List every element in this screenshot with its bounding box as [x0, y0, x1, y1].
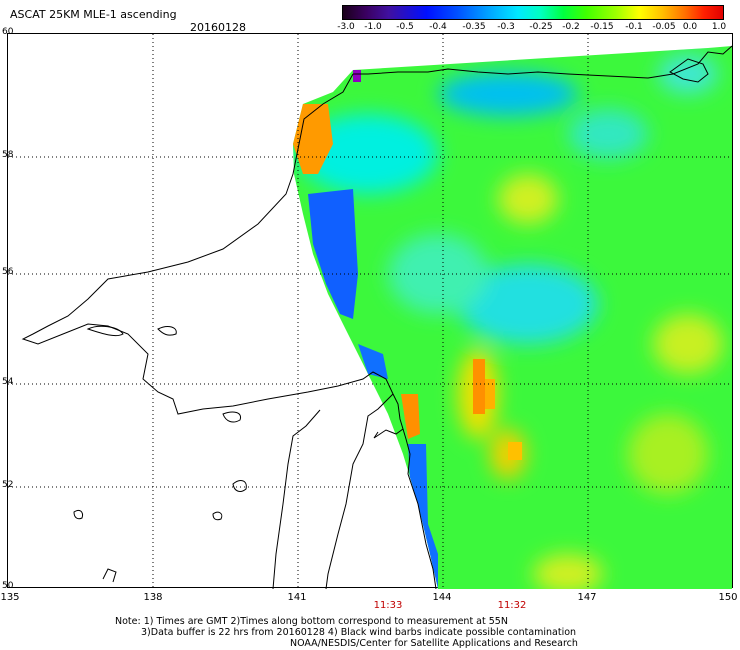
- swath-texture: [298, 54, 723, 589]
- yellow-patch: [533, 554, 603, 589]
- map-date: 20160128: [190, 21, 246, 34]
- cb-label-7: -0.2: [562, 22, 580, 32]
- map-svg: [8, 34, 734, 590]
- lon-label-147: 147: [577, 592, 597, 603]
- lat-label-50: 50: [2, 581, 14, 591]
- yellow-patch: [628, 414, 708, 494]
- map-title: ASCAT 25KM MLE-1 ascending: [10, 8, 177, 21]
- cyan-patch: [388, 234, 488, 314]
- map-panel: [7, 33, 734, 590]
- lon-label-144: 144: [432, 592, 452, 603]
- lat-label-60: 60: [2, 27, 14, 37]
- cb-label-1: -1.0: [364, 22, 382, 32]
- north-coast: [353, 45, 733, 79]
- orange-patch: [473, 359, 485, 414]
- coastline: [21, 45, 733, 590]
- west-coast: [21, 73, 437, 590]
- sakhalin-west-coast: [325, 393, 394, 590]
- cb-label-8: -0.15: [590, 22, 614, 32]
- cb-label-5: -0.3: [497, 22, 515, 32]
- island: [86, 325, 124, 337]
- cyan-patch: [438, 72, 578, 116]
- blue-coastal-patch: [358, 344, 388, 379]
- lon-label-138: 138: [143, 592, 163, 603]
- island: [102, 568, 117, 583]
- yellow-patch: [653, 314, 723, 374]
- cb-label-10: -0.05: [652, 22, 676, 32]
- pass-time: 11:33: [373, 600, 403, 611]
- tatar-strait-coast: [272, 409, 321, 590]
- cb-label-0: -3.0: [337, 22, 355, 32]
- cyan-patch: [298, 114, 438, 194]
- lon-label-141: 141: [287, 592, 307, 603]
- cyan-patch: [458, 264, 598, 344]
- color-scale-bar: [342, 5, 724, 20]
- island: [222, 411, 242, 423]
- lat-label-58: 58: [2, 150, 14, 160]
- orange-coastal-patch: [401, 394, 420, 439]
- island: [73, 509, 83, 520]
- cyan-patch: [568, 109, 648, 159]
- purple-pixel: [353, 70, 361, 82]
- cb-label-4: -0.35: [462, 22, 486, 32]
- wind-swath: [293, 46, 732, 589]
- cb-label-11: 0.0: [682, 22, 698, 32]
- yellow-patch: [498, 174, 558, 224]
- island: [669, 58, 709, 83]
- island: [212, 511, 223, 521]
- note-line-2: 3)Data buffer is 22 hrs from 20160128 4)…: [141, 627, 577, 638]
- island: [232, 480, 247, 492]
- island: [157, 326, 177, 336]
- pass-time: 11:32: [497, 600, 527, 611]
- blue-coastal-patch: [308, 189, 358, 319]
- cyan-patch: [658, 54, 718, 94]
- lat-label-56: 56: [2, 267, 14, 277]
- cb-label-9: -0.1: [625, 22, 643, 32]
- credit-line: NOAA/NESDIS/Center for Satellite Applica…: [290, 638, 578, 649]
- lon-label-135: 135: [0, 592, 20, 603]
- orange-patch: [508, 442, 522, 460]
- cb-label-12: 1.0: [711, 22, 727, 32]
- cb-label-2: -0.5: [396, 22, 414, 32]
- cb-label-6: -0.25: [529, 22, 553, 32]
- sakhalin-north: [373, 428, 404, 439]
- orange-patch: [485, 379, 495, 409]
- graticule: [8, 34, 734, 589]
- lat-label-52: 52: [2, 480, 14, 490]
- cb-label-3: -0.4: [429, 22, 447, 32]
- lat-label-54: 54: [2, 377, 14, 387]
- lon-label-150: 150: [718, 592, 738, 603]
- note-line-1: Note: 1) Times are GMT 2)Times along bot…: [115, 616, 508, 627]
